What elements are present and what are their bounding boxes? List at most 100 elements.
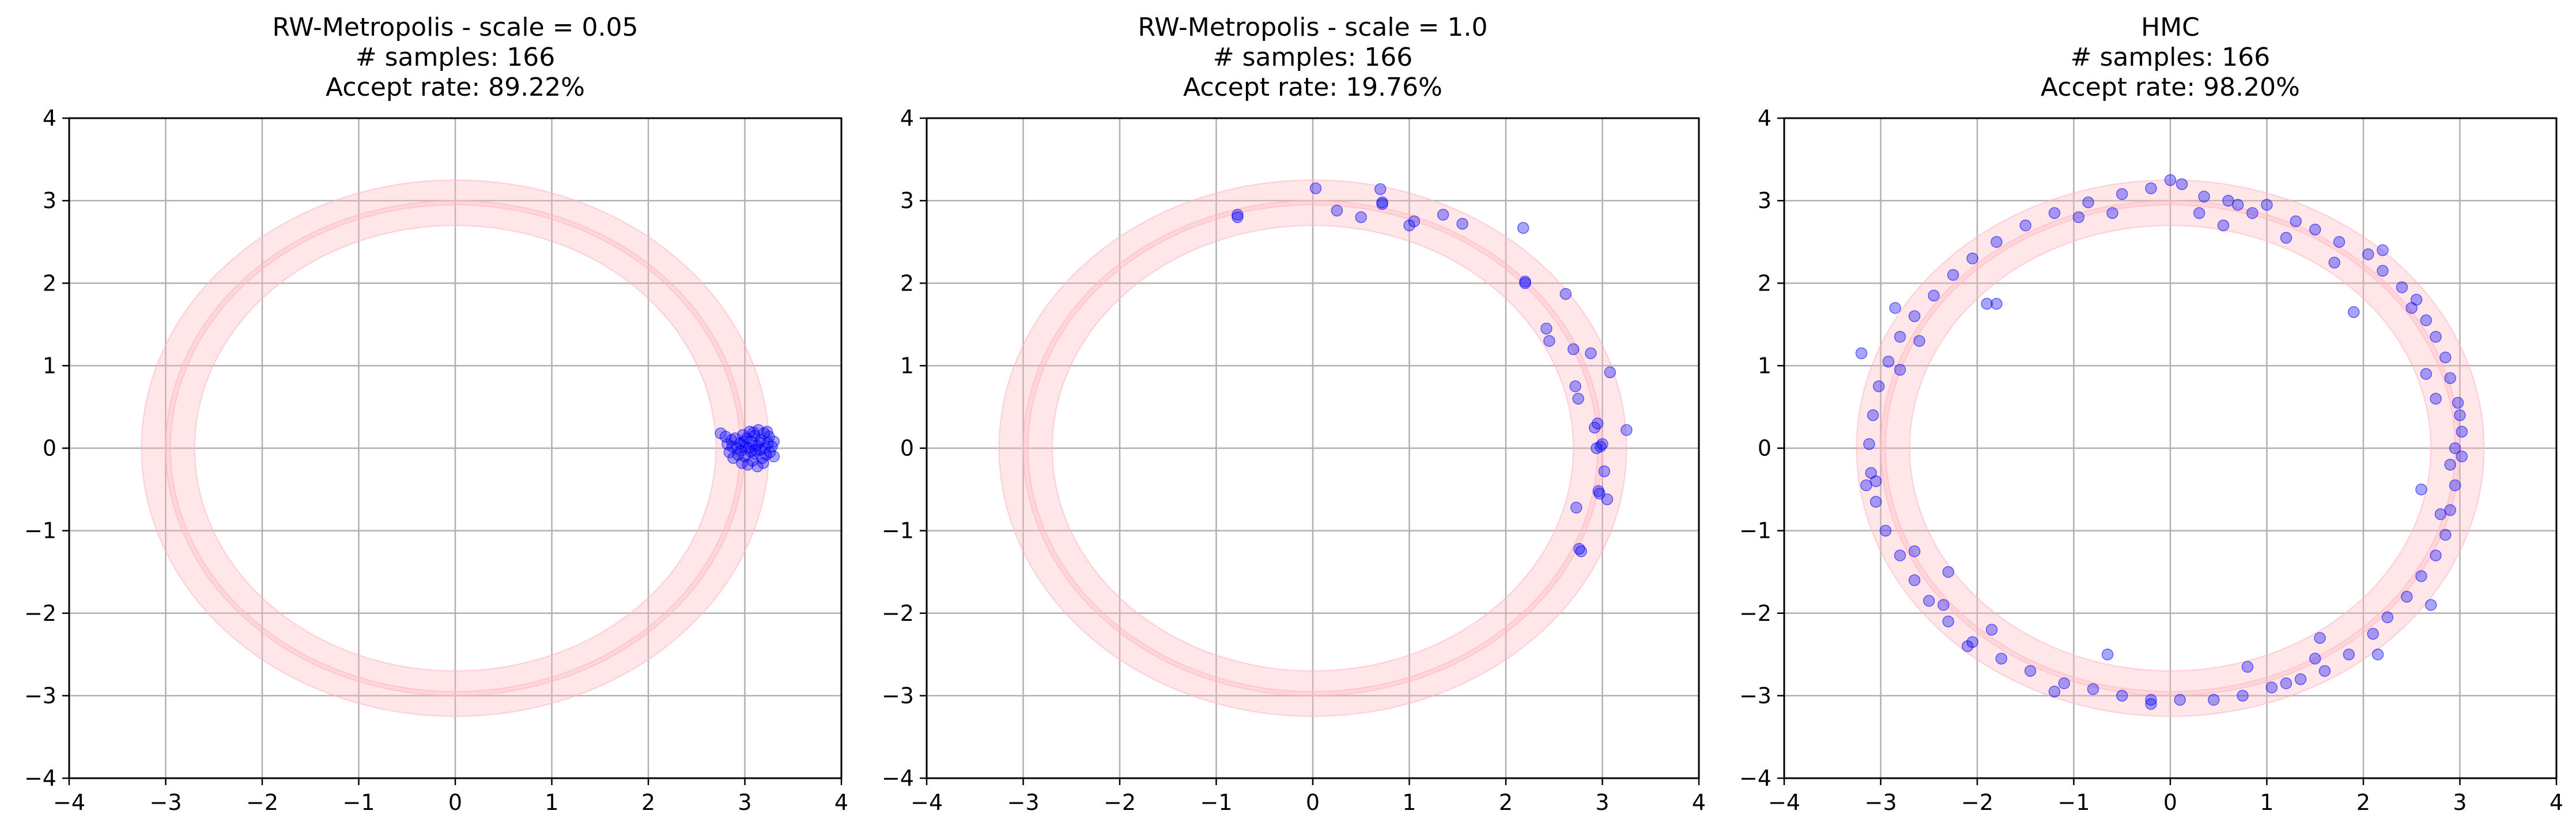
target-ring-edge: [1027, 204, 1599, 692]
chart-title: RW-Metropolis - scale = 0.05# samples: 1…: [273, 13, 639, 102]
sample-point: [742, 458, 754, 471]
sample-point: [1543, 335, 1555, 347]
sample-point: [2217, 219, 2230, 232]
sample-point: [2377, 244, 2389, 257]
sample-point: [1966, 252, 1978, 265]
chart-title-line: HMC: [2141, 13, 2200, 42]
sample-point: [761, 425, 773, 438]
samples: [1855, 174, 2468, 710]
y-tick-label: −1: [24, 518, 56, 544]
sample-point: [2348, 306, 2360, 318]
sample-point: [1601, 493, 1614, 506]
sample-point: [2309, 223, 2321, 236]
sample-point: [2454, 409, 2466, 421]
sample-point: [2145, 693, 2157, 706]
x-tick-label: 4: [1692, 790, 1706, 815]
x-tick-label: 2: [1499, 790, 1513, 815]
x-tick-label: −1: [2057, 790, 2090, 815]
panel-rw-metropolis-1.0: −4 −3 −2 −1 0 1 2 3 4 −4 −3 −2 −1 0 1 2 3 4 RW-Metropolis …: [882, 13, 1706, 815]
sample-point: [1376, 198, 1388, 210]
sample-point: [2420, 314, 2433, 326]
sample-point: [1990, 297, 2003, 310]
sample-point: [749, 444, 762, 456]
chart-title-line: # samples: 166: [2071, 43, 2271, 72]
sample-point: [2164, 174, 2177, 186]
y-tick-label: −1: [1739, 518, 1772, 544]
sample-point: [2430, 393, 2442, 405]
chart-title-line: RW-Metropolis - scale = 0.05: [273, 13, 639, 42]
sample-point: [2449, 442, 2461, 454]
y-tick-label: 0: [900, 436, 914, 461]
sample-point: [2328, 257, 2340, 269]
target-ring-edge: [1856, 179, 2485, 717]
y-tick-label: 0: [43, 436, 56, 461]
sample-point: [2193, 207, 2205, 219]
sample-point: [2145, 698, 2157, 710]
sample-point: [2309, 653, 2321, 665]
sample-point: [2415, 570, 2427, 582]
target-ring-edge: [1884, 204, 2456, 692]
sample-point: [2246, 207, 2258, 219]
x-tick-label: 0: [448, 790, 462, 815]
sample-point: [1942, 615, 1954, 628]
sample-point: [768, 435, 780, 448]
sample-point: [1855, 347, 1868, 360]
samples: [715, 424, 780, 473]
sample-point: [2265, 681, 2278, 693]
x-tick-label: 3: [1595, 790, 1609, 815]
sample-point: [2175, 178, 2188, 190]
sample-point: [2290, 215, 2302, 228]
y-tick-label: 1: [900, 353, 914, 378]
sample-point: [1981, 297, 1993, 310]
x-tick-label: 0: [2163, 790, 2177, 815]
sample-point: [719, 431, 732, 443]
x-tick-label: 4: [2549, 790, 2563, 815]
sample-point: [2449, 479, 2461, 492]
sample-point: [1569, 380, 1581, 393]
target-ring-edge: [1051, 225, 1574, 672]
x-tick-label: 1: [2260, 790, 2273, 815]
target-ring-edge: [1880, 200, 2461, 696]
y-tick-label: −3: [24, 683, 56, 708]
sample-point: [2058, 677, 2070, 689]
sample-point: [2101, 649, 2114, 661]
sample-point: [2343, 649, 2355, 661]
sample-point: [1990, 236, 2003, 248]
x-tick-label: −2: [246, 790, 278, 815]
sample-point: [1403, 219, 1415, 232]
sample-point: [1908, 574, 1921, 586]
target-ring-edge: [998, 179, 1627, 717]
sample-point: [1947, 269, 1959, 281]
sample-point: [1591, 417, 1604, 429]
sample-point: [2377, 265, 2389, 277]
sample-point: [2294, 673, 2307, 685]
sample-point: [2198, 190, 2210, 203]
panel-hmc: −4 −3 −2 −1 0 1 2 3 4 −4 −3 −2 −1 0 1 2 3 4 HMC# samples: …: [1739, 13, 2563, 815]
y-tick-label: 2: [900, 270, 914, 296]
sample-point: [2019, 219, 2031, 232]
sample-point: [747, 427, 760, 439]
sample-point: [1456, 217, 1468, 230]
sample-point: [2367, 628, 2379, 640]
sample-point: [1331, 205, 1343, 217]
sample-point: [2456, 425, 2468, 438]
sample-point: [2208, 693, 2220, 706]
sample-point: [2420, 368, 2433, 380]
sample-point: [1928, 289, 1940, 301]
sample-point: [753, 436, 765, 448]
sample-point: [1517, 222, 1529, 234]
sample-point: [1966, 636, 1978, 649]
sample-point: [1355, 211, 1367, 223]
sample-point: [2318, 665, 2331, 677]
y-tick-label: −1: [882, 518, 914, 544]
sample-point: [2444, 458, 2456, 471]
sample-point: [1913, 335, 1925, 347]
x-tick-label: 1: [545, 790, 558, 815]
sample-point: [2232, 199, 2244, 211]
x-tick-label: −4: [911, 790, 943, 815]
sample-point: [2314, 632, 2326, 644]
sample-point: [2237, 689, 2249, 702]
sample-point: [2452, 397, 2464, 409]
